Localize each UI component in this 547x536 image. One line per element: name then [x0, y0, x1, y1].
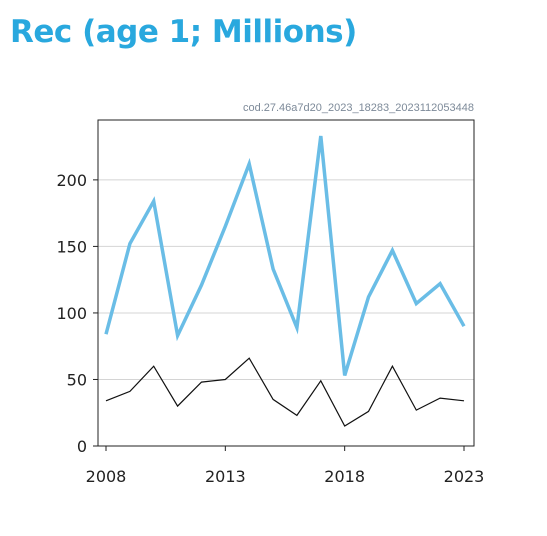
x-tick-label: 2008 [86, 467, 127, 486]
plot-frame [97, 119, 475, 447]
y-tick-label: 50 [67, 370, 87, 389]
source-label: cod.27.46a7d20_2023_18283_2023112053448 [243, 102, 474, 114]
secondary-line [105, 357, 465, 427]
y-tick-label: 0 [77, 437, 87, 456]
x-tick-label: 2023 [444, 467, 485, 486]
recruitment-line [104, 135, 466, 377]
y-tick-label: 150 [56, 237, 87, 256]
axes: 0 50 100 150 200 2008 2013 2018 2023 [56, 171, 484, 486]
y-tick-label: 100 [56, 304, 87, 323]
y-tick-label: 200 [56, 171, 87, 190]
x-tick-label: 2013 [205, 467, 246, 486]
series-lines [104, 135, 466, 427]
x-tick-label: 2018 [324, 467, 365, 486]
chart-title: Rec (age 1; Millions) [10, 14, 357, 50]
